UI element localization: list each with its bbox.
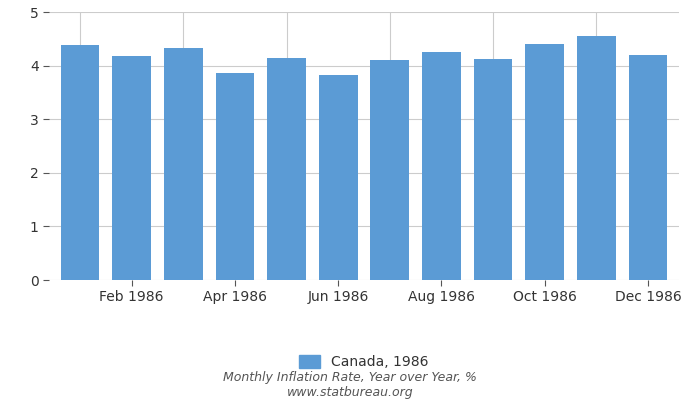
Bar [474, 59, 512, 280]
Bar [267, 58, 306, 280]
Bar [577, 36, 616, 280]
Legend: Canada, 1986: Canada, 1986 [294, 350, 434, 375]
Bar [526, 44, 564, 280]
Bar [370, 60, 410, 280]
Bar [216, 72, 254, 280]
Text: Monthly Inflation Rate, Year over Year, %: Monthly Inflation Rate, Year over Year, … [223, 372, 477, 384]
Bar [61, 45, 99, 280]
Bar [318, 75, 358, 280]
Bar [164, 48, 202, 280]
Bar [112, 56, 151, 280]
Bar [422, 52, 461, 280]
Bar [629, 55, 667, 280]
Text: www.statbureau.org: www.statbureau.org [287, 386, 413, 399]
